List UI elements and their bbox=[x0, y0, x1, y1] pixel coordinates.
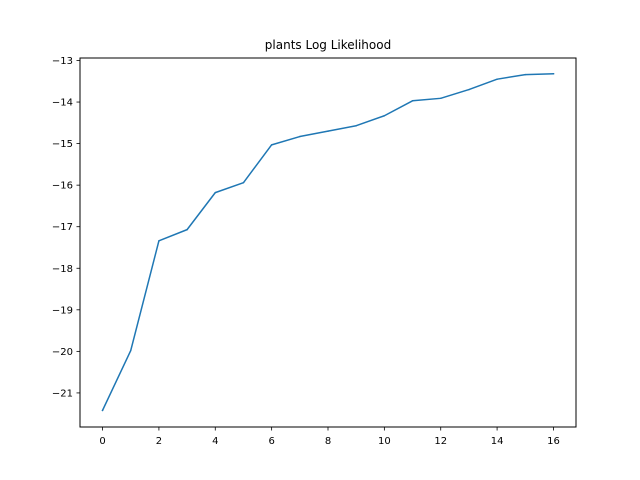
data-point bbox=[439, 97, 442, 100]
y-tick-label: −13 bbox=[52, 56, 73, 67]
data-point bbox=[552, 73, 555, 75]
data-point bbox=[468, 88, 470, 91]
y-tick-label: −17 bbox=[52, 222, 73, 233]
y-tick-label: −21 bbox=[52, 388, 73, 399]
data-point bbox=[355, 124, 357, 127]
y-tick-label: −18 bbox=[52, 264, 73, 275]
data-point bbox=[327, 130, 329, 132]
data-point bbox=[214, 191, 217, 194]
data-point bbox=[186, 228, 188, 231]
plot-series bbox=[101, 73, 555, 412]
data-point bbox=[411, 100, 414, 102]
x-tick-label: 10 bbox=[378, 436, 391, 447]
y-tick-label: −19 bbox=[52, 305, 73, 316]
x-tick-label: 8 bbox=[325, 436, 331, 447]
data-point bbox=[129, 349, 132, 352]
data-point bbox=[524, 73, 527, 76]
data-point bbox=[158, 240, 160, 242]
y-tick-label: −15 bbox=[52, 139, 73, 150]
x-tick-label: 16 bbox=[547, 436, 560, 447]
x-tick-label: 14 bbox=[491, 436, 504, 447]
data-point bbox=[101, 409, 104, 412]
chart-title: plants Log Likelihood bbox=[265, 38, 391, 52]
plot-frame bbox=[79, 57, 577, 428]
x-tick-label: 6 bbox=[268, 436, 274, 447]
data-point bbox=[270, 144, 273, 146]
y-tick-label: −20 bbox=[52, 347, 73, 358]
data-point bbox=[299, 135, 301, 138]
x-tick-label: 12 bbox=[434, 436, 447, 447]
x-tick-label: 2 bbox=[156, 436, 162, 447]
y-tick-label: −14 bbox=[52, 98, 73, 109]
data-point bbox=[383, 115, 386, 117]
data-point bbox=[496, 78, 498, 80]
y-axis: −21 −20 −19 −18 −17 −16 −15 −14 −13 bbox=[52, 56, 80, 399]
x-axis: 0 2 4 6 8 10 12 14 16 bbox=[99, 427, 560, 447]
data-point bbox=[242, 181, 245, 184]
x-tick-label: 4 bbox=[212, 436, 218, 447]
y-tick-label: −16 bbox=[52, 181, 73, 192]
x-tick-label: 0 bbox=[99, 436, 105, 447]
